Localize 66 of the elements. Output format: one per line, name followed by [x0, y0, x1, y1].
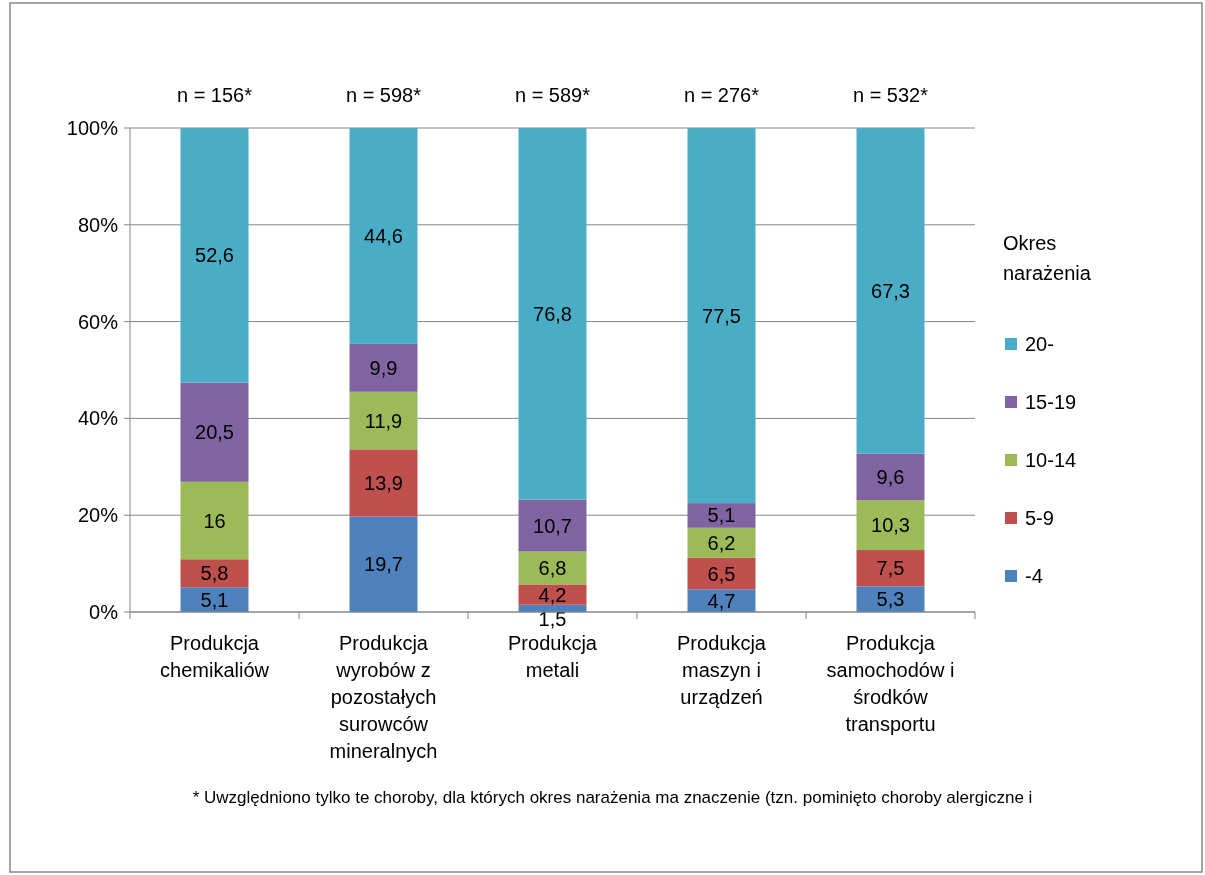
data-label: 13,9: [364, 472, 403, 495]
x-tick-label: Produkcja metali: [508, 632, 598, 681]
bar: [856, 453, 925, 501]
data-label: 10,7: [533, 514, 572, 537]
bar: [856, 500, 925, 551]
data-label: 11,9: [364, 409, 403, 432]
data-label: 5,1: [707, 504, 736, 527]
data-label: 9,6: [876, 465, 905, 488]
data-label: 19,7: [364, 553, 403, 576]
data-label: 6,2: [707, 531, 736, 554]
bar: [180, 128, 249, 383]
legend-title: Okres narażenia: [1003, 232, 1092, 284]
bar: [180, 382, 249, 482]
bar: [518, 499, 587, 552]
bar: [349, 343, 418, 392]
legend-label: 10-14: [1025, 449, 1077, 471]
data-label: 77,5: [702, 304, 741, 327]
data-label: 76,8: [533, 302, 572, 325]
bar: [349, 391, 418, 450]
y-tick-label: 100%: [66, 117, 119, 139]
bar: [518, 584, 587, 605]
data-label: 44,6: [364, 224, 403, 247]
data-label: 6,8: [538, 556, 567, 579]
bar: [687, 128, 756, 504]
y-tick-label: 60%: [77, 310, 119, 333]
bar: [856, 550, 925, 587]
data-label: 9,9: [369, 356, 398, 379]
data-label: 20,5: [195, 421, 234, 444]
y-tick-label: 20%: [77, 504, 119, 527]
data-label: 7,5: [876, 557, 905, 580]
bar: [518, 128, 587, 500]
legend-label: 20-: [1025, 333, 1054, 355]
legend-label: -4: [1025, 565, 1043, 587]
annotation: n = 598*: [345, 84, 422, 106]
x-tick-label: Produkcja samochodów i środków transportu: [826, 632, 955, 735]
y-tick-label: 80%: [77, 213, 119, 236]
y-tick-label: 40%: [77, 407, 119, 430]
data-label: 4,2: [538, 583, 567, 606]
legend-label: 5-9: [1025, 507, 1054, 529]
y-tick-label: 0%: [89, 601, 119, 623]
annotation: n = 532*: [852, 84, 929, 106]
x-tick-label: Produkcja wyrobów z pozostałych surowców mineralnych: [329, 632, 438, 762]
bar: [349, 516, 418, 612]
annotation: n = 156*: [176, 84, 253, 106]
bar: [349, 449, 418, 517]
data-label: 10,3: [871, 514, 910, 537]
data-label: 5,1: [200, 588, 229, 611]
data-label: 52,6: [195, 244, 234, 267]
annotation: n = 589*: [514, 84, 591, 106]
bar: [687, 503, 756, 528]
data-label: 5,8: [200, 562, 229, 585]
x-tick-label: Produkcja maszyn i urządzeń: [677, 632, 767, 708]
data-label: 67,3: [871, 279, 910, 302]
text: * Uwzględniono tylko te choroby, dla których okres narażenia ma znaczenie (tzn. pominięto choroby alergiczne i: [192, 788, 1033, 807]
data-label: 1,5: [538, 608, 567, 630]
bar: [687, 527, 756, 558]
bar: [180, 481, 249, 560]
data-label: 6,5: [707, 562, 736, 585]
data-label: 5,3: [876, 588, 905, 611]
bar: [349, 128, 418, 344]
data-label: 16: [203, 509, 226, 532]
data-label: 4,7: [707, 589, 736, 612]
annotation: n = 276*: [683, 84, 760, 106]
legend-label: 15-19: [1025, 391, 1077, 413]
bar: [856, 128, 925, 454]
x-tick-label: Produkcja chemikaliów: [160, 632, 270, 681]
